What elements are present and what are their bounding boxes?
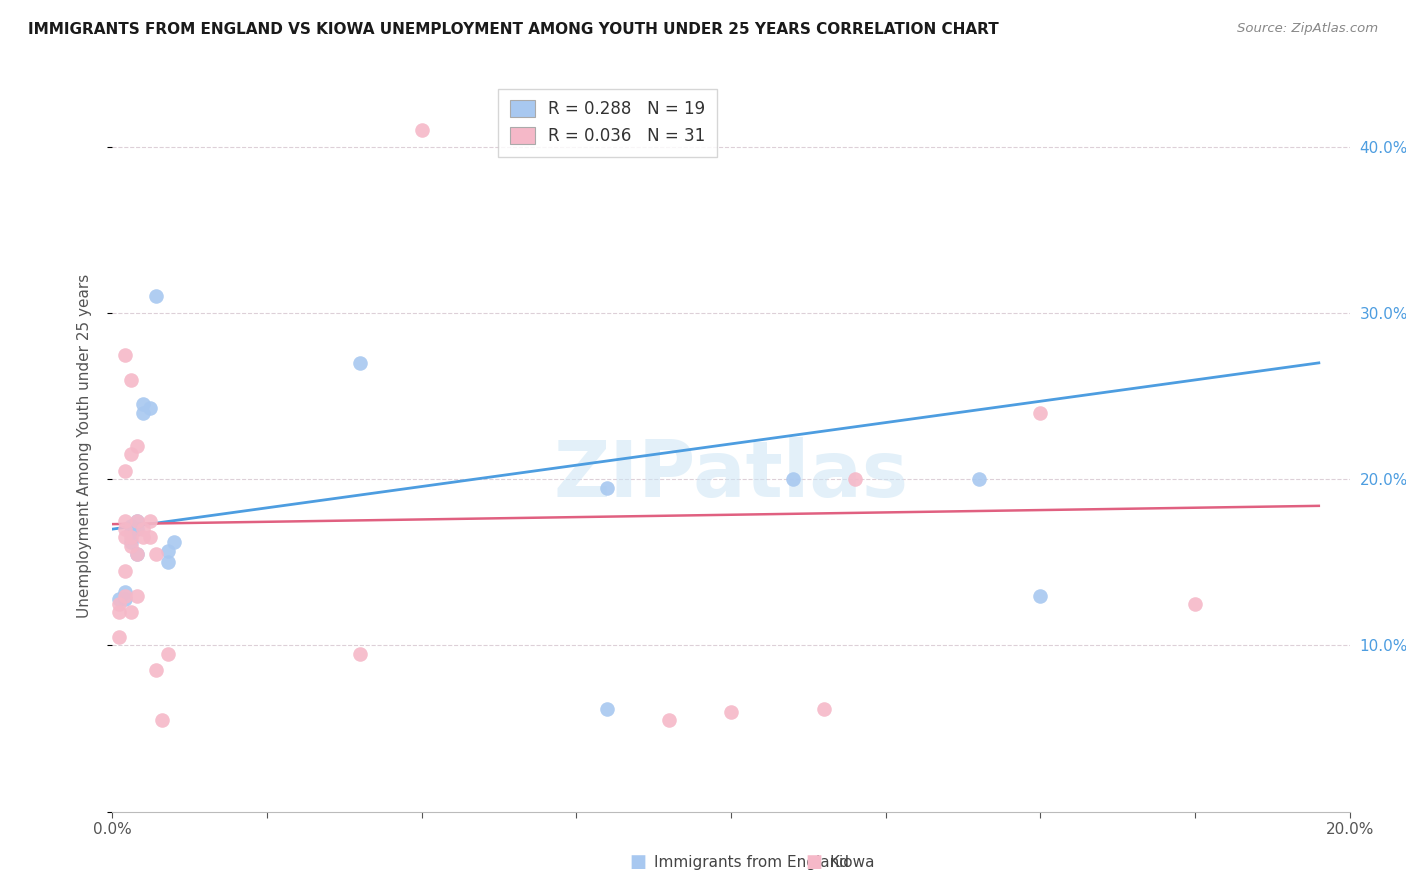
Point (157, 647, 180, 661)
Point (120, 535, 142, 549)
Point (127, 522, 149, 536)
Point (150, 714, 173, 728)
Point (114, 522, 136, 536)
Text: ■: ■ (630, 853, 647, 871)
Text: Immigrants from England: Immigrants from England (654, 855, 849, 870)
Point (120, 447, 142, 461)
Point (132, 397, 155, 411)
Point (138, 530, 160, 544)
Point (120, 372, 142, 386)
Point (782, 472, 804, 486)
Text: IMMIGRANTS FROM ENGLAND VS KIOWA UNEMPLOYMENT AMONG YOUTH UNDER 25 YEARS CORRELA: IMMIGRANTS FROM ENGLAND VS KIOWA UNEMPLO… (28, 22, 998, 37)
Point (157, 555, 180, 569)
Point (107, 630, 129, 644)
Point (145, 547, 167, 561)
Point (114, 530, 136, 544)
Point (127, 547, 149, 561)
Point (596, 701, 619, 715)
Text: ZIPatlas: ZIPatlas (554, 437, 908, 513)
Point (107, 597, 129, 611)
Point (127, 514, 149, 528)
Text: Source: ZipAtlas.com: Source: ZipAtlas.com (1237, 22, 1378, 36)
Point (120, 605, 142, 619)
Point (127, 514, 149, 528)
Point (138, 514, 160, 528)
Point (127, 547, 149, 561)
Point (844, 472, 866, 486)
Point (967, 472, 990, 486)
Point (114, 514, 136, 528)
Point (813, 701, 835, 715)
Point (132, 530, 155, 544)
Point (132, 522, 155, 536)
Text: ■: ■ (806, 853, 823, 871)
Point (349, 647, 371, 661)
Point (120, 539, 142, 553)
Point (157, 543, 180, 558)
Text: Kiowa: Kiowa (830, 855, 875, 870)
Point (145, 289, 167, 303)
Point (411, 123, 433, 137)
Point (114, 347, 136, 362)
Point (163, 535, 186, 549)
Point (114, 564, 136, 578)
Point (114, 585, 136, 599)
Point (1184, 597, 1206, 611)
Point (1029, 589, 1052, 603)
Point (349, 356, 371, 370)
Point (114, 591, 136, 606)
Point (138, 401, 160, 415)
Point (107, 591, 129, 606)
Point (120, 525, 142, 540)
Y-axis label: Unemployment Among Youth under 25 years: Unemployment Among Youth under 25 years (77, 274, 91, 618)
Point (120, 530, 142, 544)
Point (127, 589, 149, 603)
Point (132, 406, 155, 420)
Point (127, 439, 149, 453)
Point (1029, 406, 1052, 420)
Point (720, 705, 742, 719)
Point (120, 518, 142, 533)
Point (107, 605, 129, 619)
Point (145, 664, 167, 678)
Point (658, 714, 681, 728)
Point (596, 481, 619, 495)
Point (114, 464, 136, 478)
Legend: R = 0.288   N = 19, R = 0.036   N = 31: R = 0.288 N = 19, R = 0.036 N = 31 (498, 88, 717, 157)
Point (114, 589, 136, 603)
